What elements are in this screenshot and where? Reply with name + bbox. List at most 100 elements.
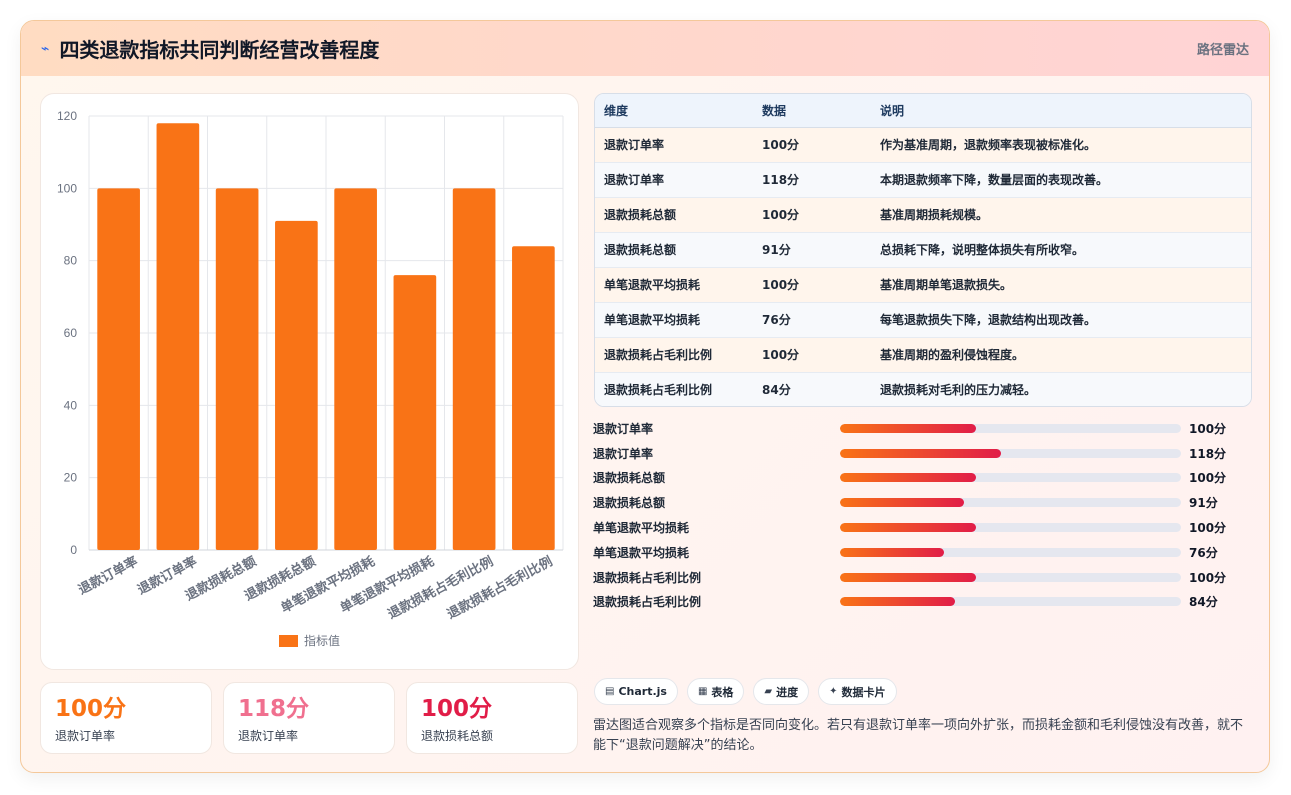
progress-track bbox=[840, 597, 1181, 607]
table-cell: 91分 bbox=[753, 232, 871, 268]
table-cell: 退款损耗对毛利的压力减轻。 bbox=[871, 372, 1251, 406]
progress-row: 单笔退款平均损耗 100分 bbox=[593, 515, 1253, 540]
data-table: 维度 数据 说明 退款订单率 100分 作为基准周期，退款频率表现被标准化。 退款订单… bbox=[594, 93, 1252, 407]
progress-label: 退款损耗占毛利比例 bbox=[593, 595, 702, 610]
y-tick-label: 0 bbox=[70, 543, 77, 557]
card-header: ⌁ 四类退款指标共同判断经营改善程度 路径雷达 bbox=[21, 21, 1269, 76]
chip-chartjs[interactable]: ▤ Chart.js bbox=[594, 678, 678, 705]
y-tick-label: 100 bbox=[57, 181, 77, 195]
legend-swatch bbox=[279, 635, 298, 647]
main-card: ⌁ 四类退款指标共同判断经营改善程度 路径雷达 0 20 40 60 80 100 120 退… bbox=[20, 20, 1270, 773]
table-cell: 100分 bbox=[753, 337, 871, 373]
kpi-card: 100分 退款订单率 bbox=[40, 682, 212, 754]
chart-bar bbox=[97, 188, 140, 550]
progress-row: 退款损耗总额 91分 bbox=[593, 490, 1253, 515]
table-cell: 退款损耗占毛利比例 bbox=[595, 337, 753, 373]
bar-chart: 0 20 40 60 80 100 120 退款订单率 退款订单率 退款损耗总额 退款损耗总额 单笔退… bbox=[40, 93, 579, 670]
progress-label: 退款损耗占毛利比例 bbox=[593, 570, 702, 585]
page-title: 四类退款指标共同判断经营改善程度 bbox=[59, 38, 380, 62]
chart-bar bbox=[275, 220, 318, 550]
table-cell: 退款损耗总额 bbox=[595, 232, 753, 268]
progress-icon: ▰ bbox=[764, 686, 773, 697]
chip-table[interactable]: ▦ 表格 bbox=[686, 678, 745, 705]
progress-label: 单笔退款平均损耗 bbox=[593, 545, 690, 560]
tech-chips: ▤ Chart.js ▦ 表格 ▰ 进度 ✦ 数据卡片 bbox=[594, 678, 897, 705]
progress-fill bbox=[840, 547, 944, 557]
progress-label: 退款损耗总额 bbox=[593, 471, 666, 486]
table-cell: 84分 bbox=[753, 372, 871, 406]
kpi-value: 100分 bbox=[421, 696, 493, 722]
table-icon: ▦ bbox=[697, 686, 708, 697]
progress-value: 118分 bbox=[1189, 446, 1227, 461]
kpi-label: 退款订单率 bbox=[55, 729, 116, 743]
table-row: 退款订单率 118分 本期退款频率下降，数量层面的表现改善。 bbox=[595, 162, 1251, 198]
progress-label: 退款订单率 bbox=[593, 421, 654, 436]
progress-fill bbox=[840, 523, 977, 533]
table-cell: 退款损耗总额 bbox=[595, 197, 753, 233]
progress-track bbox=[840, 423, 1181, 433]
progress-fill bbox=[840, 572, 977, 582]
kpi-label: 退款订单率 bbox=[238, 729, 299, 743]
progress-value: 91分 bbox=[1189, 496, 1218, 511]
table-header-cell: 数据 bbox=[753, 94, 871, 128]
table-cell: 基准周期单笔退款损失。 bbox=[871, 267, 1251, 303]
analysis-note: 雷达图适合观察多个指标是否同向变化。若只有退款订单率一项向外扩张，而损耗金额和毛… bbox=[593, 718, 1244, 753]
table-cell: 本期退款频率下降，数量层面的表现改善。 bbox=[871, 162, 1251, 198]
table-cell: 单笔退款平均损耗 bbox=[595, 302, 753, 338]
progress-track bbox=[840, 572, 1181, 582]
progress-row: 退款订单率 100分 bbox=[593, 416, 1253, 441]
progress-fill bbox=[840, 423, 977, 433]
bar-chart-svg: 020406080100120退款订单率退款订单率退款损耗总额退款损耗总额单笔退… bbox=[57, 109, 564, 648]
y-tick-label: 80 bbox=[64, 254, 78, 268]
progress-fill bbox=[840, 597, 955, 607]
progress-row: 退款损耗占毛利比例 84分 bbox=[593, 590, 1253, 615]
progress-row: 退款订单率 118分 bbox=[593, 441, 1253, 466]
table-cell: 基准周期损耗规模。 bbox=[871, 197, 1251, 233]
progress-track bbox=[840, 448, 1181, 458]
x-tick-label: 退款损耗占毛利比例 bbox=[444, 553, 555, 622]
table-cell: 单笔退款平均损耗 bbox=[595, 267, 753, 303]
table-cell: 退款订单率 bbox=[595, 162, 753, 198]
legend-label: 指标值 bbox=[304, 633, 340, 648]
table-cell: 76分 bbox=[753, 302, 871, 338]
table-row: 单笔退款平均损耗 76分 每笔退款损失下降，退款结构出现改善。 bbox=[595, 302, 1251, 338]
progress-value: 100分 bbox=[1189, 471, 1227, 486]
table-header-row: 维度 数据 说明 bbox=[595, 94, 1251, 128]
chart-bar bbox=[512, 246, 555, 550]
progress-row: 退款损耗总额 100分 bbox=[593, 466, 1253, 491]
kpi-label: 退款损耗总额 bbox=[421, 729, 494, 743]
progress-row: 退款损耗占毛利比例 100分 bbox=[593, 565, 1253, 590]
x-tick-label: 退款损耗占毛利比例 bbox=[385, 553, 496, 622]
table-row: 退款订单率 100分 作为基准周期，退款频率表现被标准化。 bbox=[595, 127, 1251, 163]
table-header-cell: 维度 bbox=[595, 94, 753, 128]
progress-label: 退款损耗总额 bbox=[593, 496, 666, 511]
progress-track bbox=[840, 473, 1181, 483]
chip-cards[interactable]: ✦ 数据卡片 bbox=[818, 678, 897, 705]
chip-progress[interactable]: ▰ 进度 bbox=[753, 678, 810, 705]
table-row: 退款损耗占毛利比例 84分 退款损耗对毛利的压力减轻。 bbox=[595, 372, 1251, 406]
y-tick-label: 40 bbox=[64, 398, 78, 412]
y-tick-label: 120 bbox=[57, 109, 77, 123]
table-cell: 作为基准周期，退款频率表现被标准化。 bbox=[871, 127, 1251, 163]
progress-value: 100分 bbox=[1189, 521, 1227, 536]
chip-label: Chart.js bbox=[618, 685, 667, 698]
table-cell: 总损耗下降，说明整体损失有所收窄。 bbox=[871, 232, 1251, 268]
table-cell: 100分 bbox=[753, 267, 871, 303]
table-header-cell: 说明 bbox=[871, 94, 1251, 128]
kpi-card: 118分 退款订单率 bbox=[223, 682, 395, 754]
table-row: 退款损耗总额 100分 基准周期损耗规模。 bbox=[595, 197, 1251, 233]
y-tick-label: 60 bbox=[64, 326, 78, 340]
header-tag: 路径雷达 bbox=[1196, 43, 1249, 58]
card-icon: ✦ bbox=[829, 686, 838, 697]
chart-bar bbox=[393, 275, 437, 550]
progress-fill bbox=[840, 473, 977, 483]
table-row: 单笔退款平均损耗 100分 基准周期单笔退款损失。 bbox=[595, 267, 1251, 303]
progress-fill bbox=[840, 448, 1001, 458]
table-cell: 退款订单率 bbox=[595, 127, 753, 163]
chip-label: 进度 bbox=[776, 685, 799, 699]
table-cell: 118分 bbox=[753, 162, 871, 198]
progress-value: 84分 bbox=[1189, 595, 1218, 610]
kpi-value: 100分 bbox=[55, 696, 127, 722]
progress-value: 100分 bbox=[1189, 421, 1227, 436]
chart-icon: ▤ bbox=[605, 686, 615, 697]
